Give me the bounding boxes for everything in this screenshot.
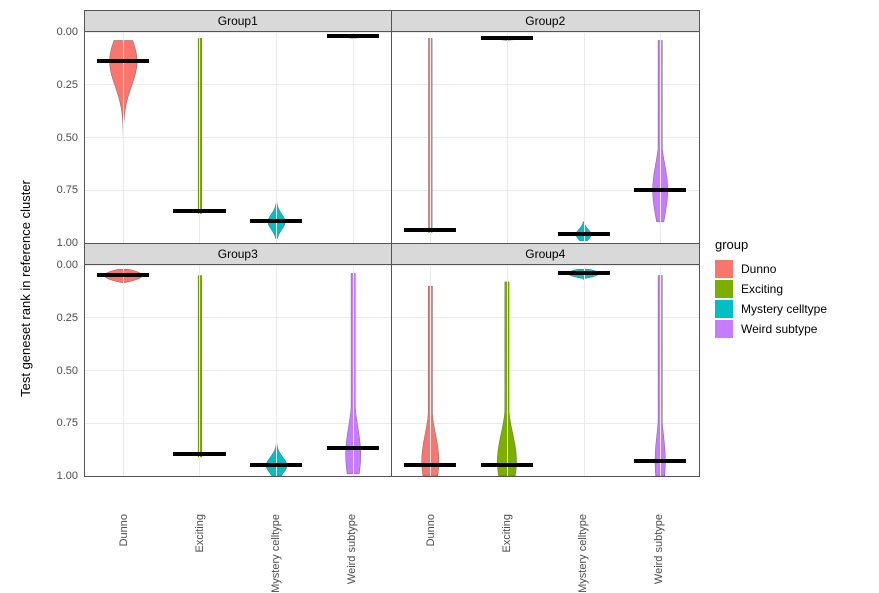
median-crossbar (97, 59, 149, 63)
median-crossbar (327, 34, 379, 38)
legend-title: group (715, 237, 869, 252)
legend-label: Mystery celltype (741, 302, 827, 316)
median-crossbar (404, 228, 456, 232)
y-ticks-column: 0.000.250.500.751.00 0.000.250.500.751.0… (40, 10, 84, 476)
y-ticks-top: 0.000.250.500.751.00 (40, 10, 84, 243)
grid-line (507, 265, 508, 476)
violin-svg (85, 32, 392, 243)
median-crossbar (404, 463, 456, 467)
legend-label: Exciting (741, 282, 783, 296)
legend-swatch (715, 320, 733, 338)
y-tick-label: 0.25 (57, 79, 78, 91)
y-tick-label: 0.25 (57, 312, 78, 324)
median-crossbar (634, 459, 686, 463)
median-crossbar (173, 452, 225, 456)
grid-line (430, 265, 431, 476)
y-tick-label: 1.00 (57, 470, 78, 482)
x-labels-row: DunnoExcitingMystery celltypeWeird subty… (84, 476, 699, 566)
y-tick-label: 0.75 (57, 184, 78, 196)
median-crossbar (97, 273, 149, 277)
y-tick-label: 0.50 (57, 365, 78, 377)
y-tick-label: 0.00 (57, 259, 78, 271)
x-tick-label: Weird subtype (312, 514, 392, 530)
grid-line (276, 265, 277, 476)
legend-items: Dunno Exciting Mystery celltype Weird subty… (715, 258, 869, 340)
legend-swatch (715, 300, 733, 318)
median-crossbar (250, 219, 302, 223)
facet-strip: Group3 (85, 244, 392, 265)
x-tick-label: Exciting (467, 514, 547, 530)
grid-line (430, 32, 431, 243)
facet-strip: Group1 (85, 11, 392, 32)
plot-area: 0.000.250.500.751.00 0.000.250.500.751.0… (40, 10, 699, 566)
grid-line (123, 265, 124, 476)
facet-group1: Group1 (84, 10, 393, 244)
x-labels-left: DunnoExcitingMystery celltypeWeird subty… (84, 476, 392, 566)
facet-group2: Group2 (391, 10, 700, 244)
x-tick-label: Weird subtype (619, 514, 699, 530)
legend-swatch (715, 260, 733, 278)
violin-svg (85, 265, 392, 476)
y-tick-label: 0.00 (57, 26, 78, 38)
median-crossbar (634, 188, 686, 192)
grid-line (353, 265, 354, 476)
median-crossbar (481, 463, 533, 467)
median-crossbar (327, 446, 379, 450)
panel (85, 265, 392, 476)
violin-svg (392, 32, 699, 243)
y-ticks-bottom: 0.000.250.500.751.00 (40, 243, 84, 476)
facet-strip: Group4 (392, 244, 699, 265)
legend-item: Exciting (715, 280, 869, 298)
median-crossbar (250, 463, 302, 467)
x-tick-label: Dunno (84, 514, 164, 530)
legend-item: Dunno (715, 260, 869, 278)
median-crossbar (558, 271, 610, 275)
violin-svg (392, 265, 699, 476)
facet-strip: Group2 (392, 11, 699, 32)
y-axis-title-wrap: Test geneset rank in reference cluster (10, 10, 40, 566)
median-crossbar (481, 36, 533, 40)
panel (392, 265, 699, 476)
legend-item: Mystery celltype (715, 300, 869, 318)
legend: group Dunno Exciting Mystery celltype Weird… (699, 10, 869, 566)
grid-line (199, 265, 200, 476)
median-crossbar (558, 232, 610, 236)
x-tick-label: Dunno (391, 514, 471, 530)
legend-swatch (715, 280, 733, 298)
grid-line (507, 32, 508, 243)
x-tick-label: Mystery celltype (543, 514, 623, 530)
x-labels-right: DunnoExcitingMystery celltypeWeird subty… (392, 476, 700, 566)
y-tick-label: 0.75 (57, 417, 78, 429)
y-tick-label: 0.50 (57, 132, 78, 144)
grid-line (584, 265, 585, 476)
grid-line (123, 32, 124, 243)
x-tick-label: Mystery celltype (236, 514, 316, 530)
x-tick-label: Exciting (160, 514, 240, 530)
grid-line (276, 32, 277, 243)
panel (85, 32, 392, 243)
facet-group3: Group3 (84, 243, 393, 477)
grid-line (660, 32, 661, 243)
grid-line (660, 265, 661, 476)
legend-item: Weird subtype (715, 320, 869, 338)
legend-label: Weird subtype (741, 322, 817, 336)
facet-group4: Group4 (391, 243, 700, 477)
y-axis-title: Test geneset rank in reference cluster (18, 180, 33, 397)
legend-label: Dunno (741, 262, 776, 276)
grid-line (584, 32, 585, 243)
median-crossbar (173, 209, 225, 213)
grid-line (353, 32, 354, 243)
panel (392, 32, 699, 243)
